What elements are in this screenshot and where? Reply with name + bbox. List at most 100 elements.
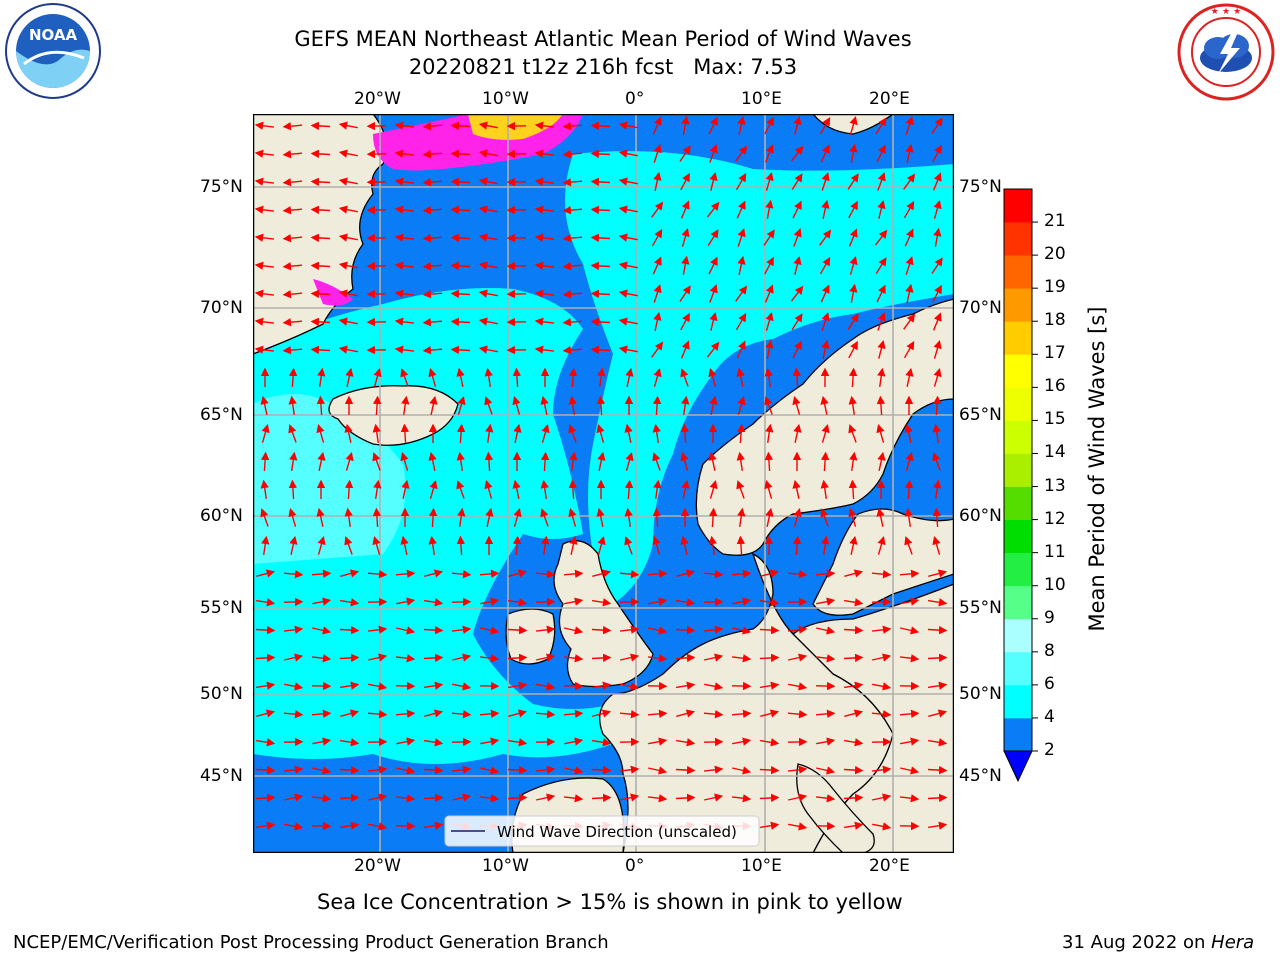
- wave-arrow: [255, 681, 276, 690]
- wave-arrow: [512, 479, 521, 499]
- wave-arrow: [372, 395, 382, 416]
- wave-arrow: [260, 479, 269, 500]
- colorbar-tick-10: 10: [1044, 574, 1066, 595]
- wave-arrow: [345, 451, 354, 471]
- wave-arrow: [932, 172, 942, 191]
- wave-arrow: [764, 451, 774, 472]
- colorbar-block: [1004, 486, 1032, 520]
- wave-arrow: [480, 654, 500, 663]
- wave-arrow: [618, 177, 638, 186]
- colorbar-block: [1004, 618, 1032, 653]
- wave-arrow: [618, 205, 638, 214]
- wave-arrow: [900, 766, 920, 775]
- wave-arrow: [927, 793, 948, 803]
- wave-arrow: [396, 597, 416, 606]
- wave-arrow: [765, 171, 774, 191]
- wave-arrow: [534, 317, 554, 326]
- wave-arrow: [540, 508, 549, 527]
- wave-arrow: [590, 121, 611, 131]
- wave-arrow: [451, 569, 472, 579]
- noaa-logo-text: NOAA: [29, 26, 78, 44]
- wave-arrow: [394, 177, 414, 186]
- wave-arrow: [704, 625, 724, 634]
- wave-arrow: [592, 569, 612, 578]
- wave-arrow: [282, 121, 303, 131]
- wave-arrow: [368, 682, 388, 691]
- wave-arrow: [764, 479, 773, 499]
- wave-arrow: [260, 508, 269, 527]
- lat-tick-right-60n: 60°N: [959, 506, 1002, 526]
- wave-arrow: [591, 653, 612, 663]
- wave-arrow: [310, 177, 331, 187]
- wave-arrow: [339, 681, 360, 690]
- wave-arrow: [396, 626, 416, 635]
- wave-arrow: [732, 766, 752, 775]
- wave-arrow: [424, 569, 444, 578]
- wave-arrow: [843, 793, 864, 803]
- wave-arrow: [927, 681, 948, 690]
- wave-arrow: [339, 653, 360, 663]
- wave-arrow: [872, 682, 892, 691]
- wave-arrow: [618, 261, 638, 270]
- wave-arrow: [764, 256, 774, 275]
- wave-arrow: [316, 395, 326, 416]
- wave-arrow: [394, 149, 414, 158]
- wave-arrow: [848, 200, 858, 219]
- wave-arrow: [900, 626, 920, 635]
- wave-arrow: [568, 395, 577, 416]
- wave-arrow: [368, 625, 388, 634]
- wave-arrow: [899, 569, 920, 579]
- wave-arrow: [450, 121, 471, 131]
- wave-arrow: [255, 765, 276, 775]
- wave-arrow: [764, 284, 774, 303]
- wave-arrow: [288, 424, 297, 443]
- wave-arrow: [288, 395, 297, 416]
- wave-arrow: [338, 317, 358, 326]
- wave-arrow: [704, 653, 724, 662]
- wave-arrow: [368, 765, 388, 774]
- wave-arrow: [591, 598, 612, 607]
- wave-arrow: [759, 765, 780, 775]
- wave-arrow: [507, 765, 528, 775]
- wave-arrow: [736, 200, 746, 219]
- colorbar-label: Mean Period of Wind Waves [s]: [1085, 306, 1109, 632]
- wave-arrow: [254, 289, 274, 298]
- lat-tick-left-45n: 45°N: [200, 766, 243, 786]
- wave-arrow: [875, 117, 887, 134]
- wave-arrow: [396, 654, 416, 663]
- wave-arrow: [877, 451, 886, 471]
- wave-arrow: [597, 451, 606, 471]
- wave-arrow: [872, 625, 892, 634]
- wave-arrow: [457, 395, 466, 415]
- wave-arrow: [372, 452, 381, 471]
- wave-arrow: [760, 569, 780, 578]
- wave-arrow: [338, 345, 358, 354]
- wave-arrow: [933, 367, 942, 387]
- wave-arrow: [316, 423, 325, 443]
- wave-arrow: [394, 289, 414, 298]
- wave-arrow: [820, 451, 830, 472]
- wave-arrow: [452, 793, 472, 802]
- wave-arrow: [618, 149, 638, 158]
- wave-arrow: [765, 339, 774, 360]
- wave-arrow: [373, 367, 382, 387]
- wave-arrow: [843, 653, 864, 663]
- wave-arrow: [284, 793, 304, 802]
- colorbar-block: [1004, 321, 1032, 355]
- wave-arrow: [564, 654, 584, 663]
- lat-tick-right-45n: 45°N: [959, 766, 1002, 786]
- wave-arrow: [480, 597, 500, 606]
- wave-arrow: [478, 345, 498, 354]
- wave-arrow: [680, 312, 690, 331]
- wave-arrow: [508, 569, 528, 578]
- wave-arrow: [904, 536, 913, 555]
- wave-arrow: [344, 536, 353, 555]
- wave-arrow: [311, 569, 332, 579]
- wave-arrow: [317, 535, 326, 555]
- wave-arrow: [820, 284, 830, 303]
- wave-arrow: [429, 479, 438, 499]
- wave-arrow: [759, 653, 780, 663]
- wave-arrow: [368, 653, 388, 662]
- wave-arrow: [737, 228, 746, 247]
- wave-arrow: [450, 205, 471, 215]
